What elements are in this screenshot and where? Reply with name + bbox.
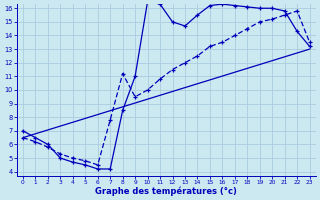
X-axis label: Graphe des températures (°c): Graphe des températures (°c) [95, 186, 237, 196]
